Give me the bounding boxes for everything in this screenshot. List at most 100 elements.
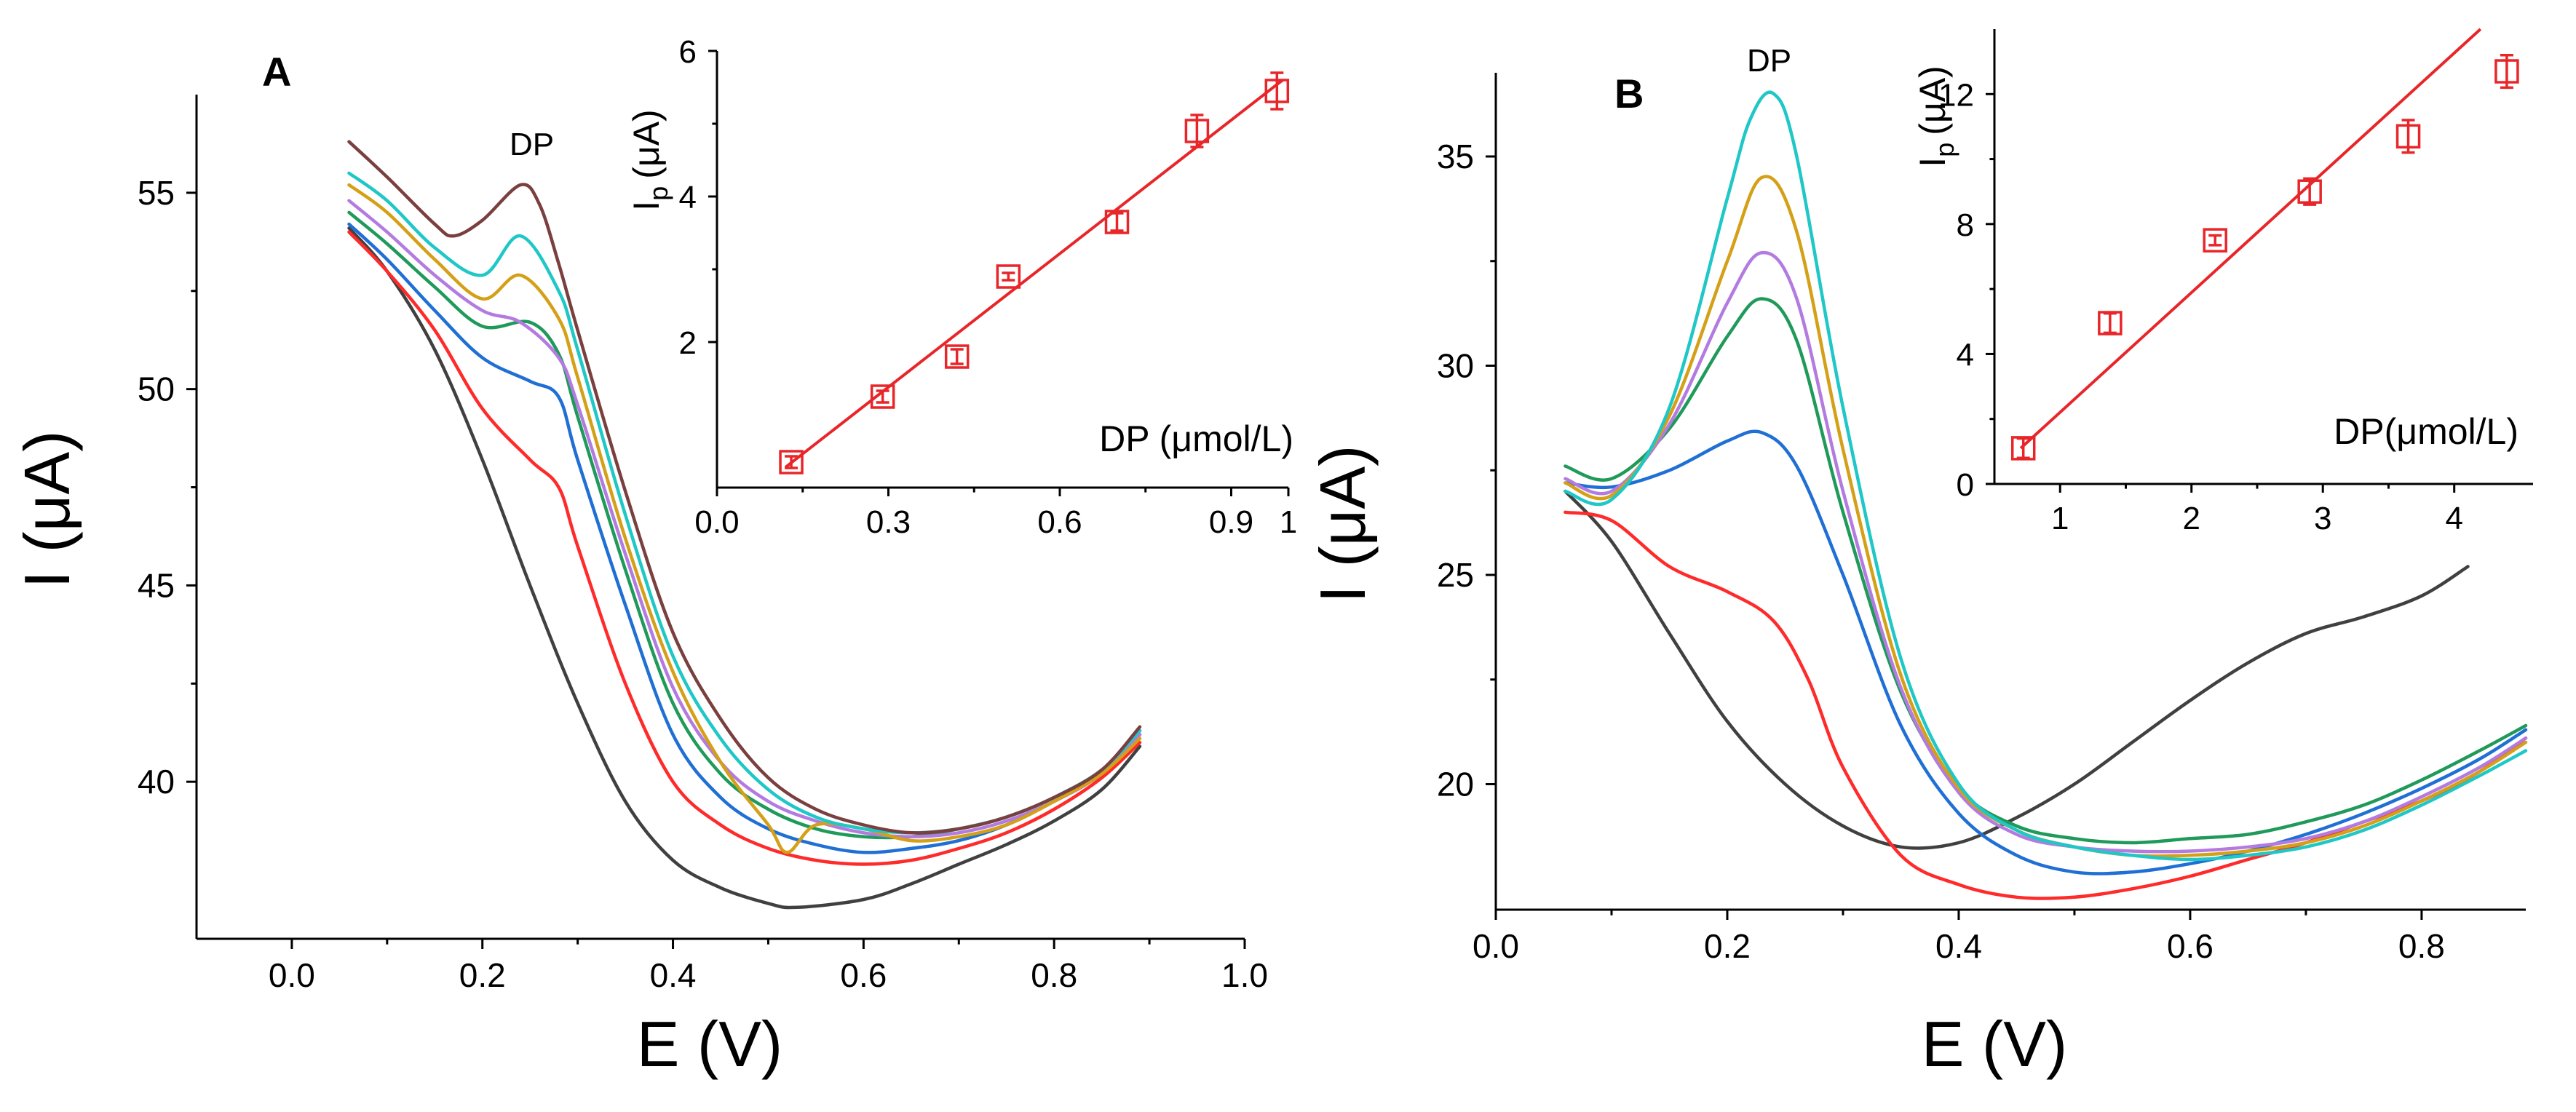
A-inset-marker — [870, 384, 895, 409]
A-inset-x-tick-label: 0.0 — [694, 504, 739, 540]
A-inset-fit-line — [784, 79, 1284, 469]
A-inset-x-tick-label: 0.6 — [1037, 504, 1082, 540]
B-main-y-tick-label: 25 — [1437, 556, 1474, 594]
B-inset-marker — [2494, 59, 2519, 84]
B-inset-fit-line — [2019, 28, 2482, 450]
A-inset-marker — [944, 344, 970, 369]
B-main-series-c5 — [1564, 175, 2528, 858]
panel-a-label: A — [262, 49, 291, 95]
A-inset-data-point — [996, 264, 1021, 289]
B-inset-marker — [2297, 179, 2322, 204]
B-inset-x-tick-label: 2 — [2182, 501, 2200, 536]
B-inset-data-point — [2395, 119, 2421, 154]
A-inset-marker — [1264, 79, 1290, 103]
A-inset-data-point — [779, 450, 804, 474]
A-inset-marker — [1184, 119, 1210, 143]
A-inset-x-tick-extra-label: 1 — [1280, 504, 1297, 540]
panel-a-x-axis-title: E (V) — [637, 1008, 782, 1080]
panel-a-inset-y-title-sub: p — [643, 186, 673, 201]
panel-a-peak-label: DP — [510, 127, 554, 162]
B-main-series-c4 — [1564, 250, 2528, 854]
svg-text:Ip(μA): Ip (μA) — [626, 109, 673, 210]
A-inset-data-point — [944, 344, 970, 369]
B-inset-x-tick-label: 4 — [2445, 501, 2462, 536]
panel-a-chart: 0.0 0.2 0.4 0.6 0.8 1.0 40 45 50 55 A DP E (V) I … — [11, 34, 1297, 1080]
A-inset-data-point — [1184, 114, 1210, 148]
panel-a-inset-plot: 0.0 0.3 0.6 0.9 1 2 4 6 — [679, 34, 1298, 540]
B-inset-x-tick-label: 3 — [2314, 501, 2331, 536]
B-inset-y-tick-label: 8 — [1957, 207, 1974, 243]
A-main-x-tick-label: 0.2 — [459, 956, 506, 994]
A-inset-x-tick-label: 0.3 — [866, 504, 911, 540]
B-main-y-tick-label: 20 — [1437, 766, 1474, 803]
A-inset-data-point — [870, 384, 895, 409]
panel-b-inset-y-title-main: I — [1912, 157, 1953, 167]
panel-b-inset-x-title: DP(μmol/L) — [2334, 411, 2518, 452]
panel-b-inset-y-title-unit: (μA) — [1912, 65, 1953, 135]
B-inset-marker — [2010, 436, 2036, 461]
panel-b-inset-y-title-sub: p — [1930, 143, 1959, 157]
panel-a-y-axis-title: I (μA) — [11, 431, 83, 589]
A-main-x-tick-label: 0.0 — [269, 956, 315, 994]
A-inset-marker — [996, 264, 1021, 289]
A-inset-data-point — [1104, 210, 1130, 234]
A-inset-x-tick-label: 0.9 — [1209, 504, 1253, 540]
A-main-series-c5 — [347, 183, 1142, 854]
A-inset-axes: 0.0 0.3 0.6 0.9 1 2 4 6 — [679, 34, 1298, 540]
A-inset-y-tick-label: 2 — [679, 325, 697, 361]
B-main-y-tick-label: 30 — [1437, 347, 1474, 385]
B-main-series-c0 — [1564, 489, 2470, 850]
B-inset-y-tick-label: 12 — [1938, 77, 1974, 113]
B-inset-data-point — [2203, 228, 2227, 253]
svg-text:Ip(μA): Ip (μA) — [1912, 65, 1959, 167]
B-main-x-tick-label: 0.6 — [2167, 927, 2214, 965]
A-main-series-c3 — [347, 210, 1142, 840]
panel-a-main-plot: 0.0 0.2 0.4 0.6 0.8 1.0 40 45 50 55 — [138, 95, 1268, 994]
panel-b-inset-y-title: Ip (μA) — [1912, 65, 1959, 167]
B-main-x-tick-label: 0.0 — [1473, 927, 1519, 965]
B-inset-marker — [2395, 124, 2421, 149]
B-inset-data-point — [2297, 177, 2322, 206]
panel-a-inset-y-title: Ip (μA) — [626, 109, 673, 210]
A-main-series-c4 — [347, 199, 1142, 838]
panel-a-inset-y-title-main: I — [626, 201, 667, 211]
A-main-y-tick-label: 55 — [138, 174, 175, 212]
B-inset-marker — [2203, 228, 2227, 253]
A-main-series-c0 — [347, 226, 1142, 910]
A-main-series-c1 — [347, 230, 1142, 866]
A-main-y-tick-label: 45 — [138, 566, 175, 604]
B-main-series-c6 — [1564, 90, 2528, 862]
A-inset-marker — [779, 450, 804, 474]
panel-b-x-axis-title: E (V) — [1922, 1008, 2067, 1080]
panel-b-label: B — [1614, 71, 1644, 116]
B-main-y-tick-label: 35 — [1437, 138, 1474, 175]
B-inset-y-tick-label: 4 — [1957, 337, 1974, 373]
panel-a-inset-y-title-unit: (μA) — [626, 109, 667, 178]
B-inset-y-tick-label: 0 — [1957, 467, 1974, 503]
A-main-x-tick-label: 1.0 — [1221, 956, 1268, 994]
B-inset-x-tick-label: 1 — [2051, 501, 2069, 536]
B-inset-data-point — [2010, 436, 2036, 461]
panel-b-peak-label: DP — [1747, 43, 1791, 79]
A-inset-data-point — [1264, 71, 1290, 111]
A-inset-y-tick-label: 4 — [679, 180, 697, 215]
panel-a-inset-x-title: DP (μmol/L) — [1099, 418, 1293, 459]
B-inset-marker — [2098, 311, 2123, 335]
A-main-axes: 0.0 0.2 0.4 0.6 0.8 1.0 40 45 50 55 — [138, 95, 1268, 994]
B-inset-data-point — [2098, 311, 2123, 335]
B-main-x-tick-label: 0.4 — [1935, 927, 1982, 965]
B-main-series-c2 — [1564, 429, 2528, 875]
A-main-x-tick-label: 0.4 — [650, 956, 697, 994]
A-inset-marker — [1104, 210, 1130, 234]
A-main-x-tick-label: 0.8 — [1031, 956, 1077, 994]
A-main-series-c6 — [347, 171, 1142, 835]
B-main-series-c3 — [1564, 297, 2528, 845]
B-main-x-tick-label: 0.2 — [1704, 927, 1751, 965]
panel-b-y-axis-title: I (μA) — [1307, 445, 1379, 603]
